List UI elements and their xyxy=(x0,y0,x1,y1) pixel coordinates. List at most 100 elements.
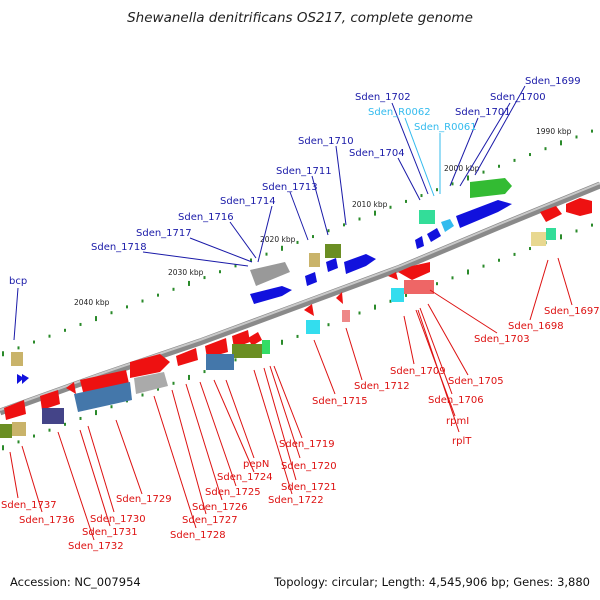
leader-sden-1722 xyxy=(253,369,293,495)
track-dot xyxy=(265,252,268,256)
leader-sden-1724 xyxy=(213,379,255,473)
label-sden-1729: Sden_1729 xyxy=(116,494,172,505)
gene-sden-1702 xyxy=(419,210,435,224)
gene-sden-1703 xyxy=(398,262,430,280)
track-dot xyxy=(358,311,361,315)
gene-sden-1737c xyxy=(12,422,26,436)
tick-label: 2040 kbp xyxy=(74,298,110,307)
leader-sden-1703 xyxy=(429,289,498,334)
label-sden-1714: Sden_1714 xyxy=(220,196,276,207)
track-dot xyxy=(575,229,578,233)
track-dot xyxy=(405,293,407,297)
leader-sden-1705 xyxy=(427,303,469,376)
label-sden-1732: Sden_1732 xyxy=(68,541,124,552)
gene-sden-1719 xyxy=(248,332,262,346)
track-dot xyxy=(64,422,66,426)
leader-sden-1699 xyxy=(474,85,526,176)
track-dot xyxy=(203,370,206,374)
track-dot xyxy=(172,381,175,385)
track-dot xyxy=(560,140,562,146)
gene-sden-1720 xyxy=(232,330,250,348)
track-dot xyxy=(436,188,438,192)
leader-bcp xyxy=(13,287,19,341)
track-dot xyxy=(513,252,516,256)
leader-lines xyxy=(9,85,573,541)
track-dot xyxy=(2,445,4,451)
track-dot xyxy=(482,264,485,268)
gene-bcp xyxy=(11,352,23,366)
leader-sden-1715 xyxy=(313,339,336,395)
track-dot xyxy=(157,293,159,297)
label-sden-1722: Sden_1722 xyxy=(268,495,324,506)
label-sden-1736: Sden_1736 xyxy=(19,515,75,526)
leader-sden-1718 xyxy=(142,251,249,267)
label-sden-1709: Sden_1709 xyxy=(390,366,446,377)
label-sden-1716: Sden_1716 xyxy=(178,212,234,223)
track-dot xyxy=(389,299,392,303)
gene-sden-1714 xyxy=(309,253,320,267)
track-dot xyxy=(327,323,330,327)
leader-sden-1716 xyxy=(229,221,257,259)
track-dot xyxy=(250,258,252,262)
gene-sden-1729 xyxy=(130,354,170,378)
gene-sden-1709 xyxy=(388,272,398,280)
label-sden-1719: Sden_1719 xyxy=(279,439,335,450)
track-dot xyxy=(48,334,51,338)
leader-sden-1727 xyxy=(171,389,207,515)
gene-sden-1706 xyxy=(404,280,434,294)
track-dot xyxy=(467,175,469,181)
leader-sden-1714 xyxy=(257,205,273,263)
leader-sden-1706 xyxy=(419,307,453,395)
leader-sden-1719 xyxy=(273,365,303,439)
genome-summary-text: Topology: circular; Length: 4,545,906 bp… xyxy=(274,575,590,589)
track-dot xyxy=(327,229,330,233)
track-dot xyxy=(2,351,4,357)
leader-pepn xyxy=(225,379,255,459)
label-sden-1715: Sden_1715 xyxy=(312,396,368,407)
gene-bcp-arrow2 xyxy=(22,374,29,384)
track-dot xyxy=(48,428,51,432)
tick-label: 1990 kbp xyxy=(536,127,572,136)
label-sden-1702: Sden_1702 xyxy=(355,92,411,103)
track-dot xyxy=(513,158,516,162)
track-dot xyxy=(405,199,407,203)
gene-sden-1701 xyxy=(441,219,454,232)
track-dot xyxy=(281,245,283,251)
track-dot xyxy=(234,264,237,268)
gene-sden-1737b xyxy=(0,424,12,438)
label-sden-1728: Sden_1728 xyxy=(170,530,226,541)
track-dot xyxy=(374,304,376,310)
label-rpmi: rpmI xyxy=(446,416,469,427)
gene-sden-1712b xyxy=(336,292,343,304)
label-sden-1717: Sden_1717 xyxy=(136,228,192,239)
gene-sden-1697b xyxy=(540,206,562,222)
gene-sden-1698b xyxy=(546,228,556,240)
gene-sden-1712 xyxy=(342,310,350,322)
gene-sden-1737 xyxy=(4,400,26,420)
track-dot xyxy=(33,434,35,438)
label-sden-1725: Sden_1725 xyxy=(205,487,261,498)
track-dot xyxy=(467,269,469,275)
gene-sden-1718 xyxy=(250,286,292,304)
track-dot xyxy=(343,223,345,227)
tick-label: 2010 kbp xyxy=(352,200,388,209)
label-sden-1727: Sden_1727 xyxy=(182,515,238,526)
label-rplt: rplT xyxy=(452,436,472,447)
leader-sden-1700 xyxy=(459,102,511,187)
gene-sden-1700 xyxy=(456,200,512,228)
track-dot xyxy=(17,346,20,350)
gene-sden-1705 xyxy=(391,288,404,302)
leader-rplt xyxy=(417,309,460,433)
gene-sden-1721b xyxy=(262,340,270,354)
track-dot xyxy=(17,440,20,444)
gene-sden-1699 xyxy=(470,178,512,198)
reverse-genes xyxy=(0,198,592,438)
gene-sden-1705a xyxy=(415,236,424,249)
leader-sden-1713 xyxy=(289,191,309,241)
ticks: 1990 kbp 2000 kbp 2010 kbp 2020 kbp 2030… xyxy=(74,127,572,307)
track-dot xyxy=(498,258,500,262)
track-guides xyxy=(2,129,593,451)
track-dot xyxy=(64,328,66,332)
track-dot xyxy=(172,287,175,291)
